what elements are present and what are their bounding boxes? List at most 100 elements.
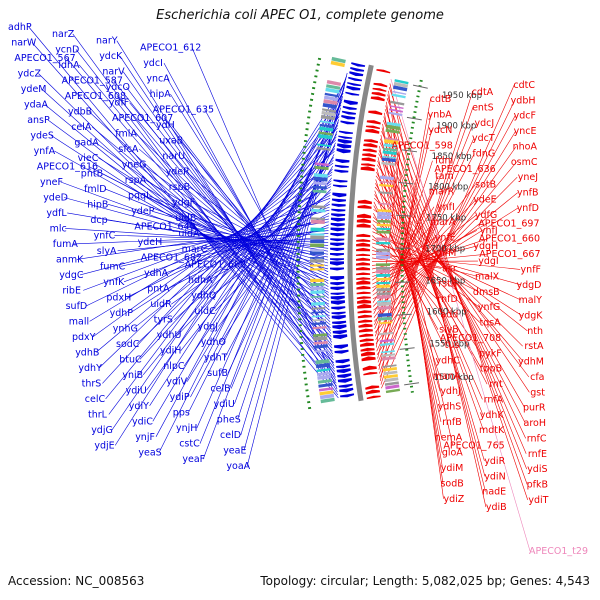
left-leader-line (202, 75, 347, 460)
accession-label: Accession: NC_008563 (8, 574, 145, 588)
forward-cog-block (312, 322, 327, 326)
reverse-gene-arrow (368, 110, 383, 116)
reverse-cog-block (383, 370, 398, 376)
left-leader-line (218, 177, 332, 327)
gene-label: rnfC (527, 433, 547, 444)
gene-label: APECO1_567 (14, 53, 75, 64)
gene-label: ynfB (517, 188, 539, 199)
forward-cog-block (313, 333, 328, 337)
forward-gene-arrow (337, 138, 352, 144)
forward-gene-arrow (335, 358, 350, 364)
reverse-gene-arrow (362, 148, 377, 153)
gene-label: ydhK (480, 410, 505, 421)
reverse-gene-arrow (362, 153, 377, 158)
forward-cog-block (314, 165, 329, 171)
forward-cog-block (313, 336, 328, 341)
gene-label: ydhS (438, 402, 462, 413)
left-leader-line (240, 96, 343, 436)
gene-label: narZ (52, 29, 75, 40)
gene-label: rspB (169, 182, 190, 193)
forward-gene-arrow (332, 192, 347, 198)
gene-label: purR (523, 403, 546, 414)
gene-label: ydiH (160, 346, 181, 357)
reverse-gene-arrow (356, 247, 371, 252)
forward-cog-block (313, 344, 329, 349)
forward-cog-block (317, 143, 332, 148)
reverse-gene-arrow (356, 239, 371, 242)
gene-label: pdxH (106, 292, 131, 303)
gene-label: ydcN (428, 125, 452, 136)
right-leader-line (389, 83, 487, 508)
reverse-gene-arrow (360, 347, 375, 352)
reverse-gene-arrow (356, 242, 371, 247)
gene-label: nemA (435, 432, 463, 443)
reverse-cog-block (376, 227, 391, 231)
gene-label: yneJ (518, 172, 538, 183)
forward-cog-block (313, 181, 328, 186)
gene-label: ydfG (475, 210, 497, 221)
reverse-cog-block (393, 81, 409, 88)
left-leader-line (202, 236, 329, 250)
left-leader-line (31, 42, 337, 387)
gene-label: yncE (514, 126, 537, 137)
forward-cog-block (312, 189, 327, 194)
reverse-cog-block (377, 209, 392, 213)
forward-gene-arrow (330, 238, 345, 242)
forward-cog-block (330, 60, 345, 68)
gene-label: APECO1_616 (37, 162, 98, 173)
gene-label: aroH (524, 418, 546, 429)
left-leader-line (177, 168, 333, 336)
gene-label: APECO1_765 (443, 441, 504, 452)
reverse-cog-block (386, 121, 401, 127)
gene-label: ydhO (201, 337, 226, 348)
forward-gene-arrow (331, 203, 346, 207)
forward-cog-block (316, 371, 332, 376)
gene-label: ydgI (478, 256, 498, 267)
gene-label: pps (173, 408, 190, 419)
forward-gene-arrow (330, 232, 345, 237)
gene-label: yncA (146, 74, 170, 85)
reverse-gene-arrow (365, 125, 380, 130)
gene-label: APECO1_708 (440, 333, 501, 344)
gene-label: cdtB (430, 94, 452, 105)
forward-cog-block (323, 95, 339, 102)
reverse-cog-block (377, 301, 392, 307)
gene-label: pfkB (527, 480, 548, 491)
gene-label: APECO1_667 (479, 249, 540, 260)
reverse-gene-arrow (356, 223, 371, 228)
forward-cog-block (320, 114, 336, 121)
forward-gene-arrow (335, 158, 350, 163)
gene-label: pntA (147, 284, 170, 295)
gene-label: sfcA (118, 144, 139, 155)
feature-ring (296, 56, 423, 410)
forward-cog-block (313, 176, 328, 182)
gene-label: ydeP (131, 206, 154, 217)
right-leader-line (379, 146, 442, 422)
right-leader-line (372, 207, 519, 300)
reverse-cog-block (389, 105, 404, 109)
gene-label: ynfK (103, 277, 125, 288)
map-title: Escherichia coli APEC O1, complete genom… (156, 8, 444, 23)
right-leader-line (372, 238, 480, 293)
gene-label: ydcZ (18, 69, 42, 80)
left-leader-line (114, 81, 346, 446)
forward-gene-arrow (330, 286, 345, 291)
forward-gene-arrow (342, 105, 357, 110)
reverse-gene-arrow (356, 233, 371, 238)
gene-label: celD (220, 430, 241, 441)
gene-label: ydgJ (198, 322, 218, 333)
forward-gene-arrow (334, 164, 349, 168)
kbp-tick-label: 1500 kbp (434, 373, 474, 383)
forward-cog-block (331, 56, 346, 64)
gene-label: ydiU (214, 399, 235, 410)
forward-cog-block (310, 286, 325, 291)
reverse-cog-block (376, 241, 391, 245)
gene-label: ydhU (157, 330, 182, 341)
gene-label: fdnI (435, 156, 453, 167)
gene-label: sufD (66, 301, 88, 312)
reverse-cog-block (376, 219, 391, 223)
gene-label: ydhA (144, 268, 169, 279)
gene-label: ydiB (486, 502, 507, 513)
forward-cog-block (310, 243, 325, 248)
gene-label: uidB (175, 213, 196, 224)
